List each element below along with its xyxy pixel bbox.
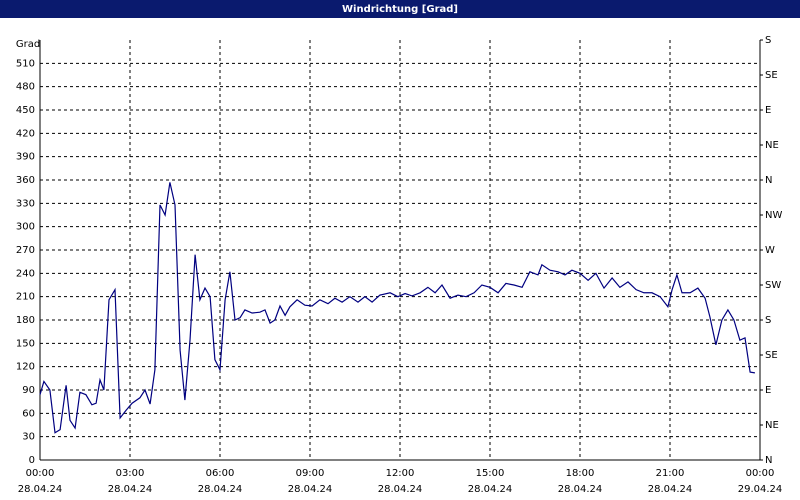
- x-tick-date: 28.04.24: [288, 484, 333, 495]
- y-tick-label: 210: [16, 292, 35, 303]
- y2-tick-label: SW: [765, 280, 781, 291]
- y2-tick-label: E: [765, 105, 771, 116]
- x-tick-label: 09:00: [296, 468, 325, 479]
- y2-tick-label: NE: [765, 420, 779, 431]
- y-tick-label: 420: [16, 128, 35, 139]
- y-tick-label: 150: [16, 338, 35, 349]
- y2-tick-label: E: [765, 385, 771, 396]
- y-tick-label: 480: [16, 82, 35, 93]
- y-tick-label: 390: [16, 152, 35, 163]
- x-tick-date: 29.04.24: [738, 484, 783, 495]
- x-tick-date: 28.04.24: [648, 484, 693, 495]
- title-bar: [0, 0, 800, 18]
- y2-tick-label: S: [765, 315, 771, 326]
- y2-tick-label: NW: [765, 210, 782, 221]
- y-tick-label: 30: [22, 432, 35, 443]
- x-tick-date: 28.04.24: [378, 484, 423, 495]
- y-tick-label: 60: [22, 408, 35, 419]
- x-tick-date: 28.04.24: [18, 484, 63, 495]
- x-tick-label: 15:00: [476, 468, 505, 479]
- y-tick-label: 90: [22, 385, 35, 396]
- y2-tick-label: W: [765, 245, 775, 256]
- x-tick-date: 28.04.24: [558, 484, 603, 495]
- x-tick-label: 18:00: [566, 468, 595, 479]
- x-tick-label: 00:00: [26, 468, 55, 479]
- data-line: [39, 182, 755, 434]
- y2-tick-label: N: [765, 455, 772, 466]
- y-tick-label: 240: [16, 268, 35, 279]
- y-tick-label: 120: [16, 362, 35, 373]
- y2-tick-label: NE: [765, 140, 779, 151]
- x-tick-label: 12:00: [386, 468, 415, 479]
- x-tick-label: 03:00: [116, 468, 145, 479]
- y-tick-label: 0: [29, 455, 35, 466]
- x-tick-date: 28.04.24: [198, 484, 243, 495]
- y2-tick-label: SE: [765, 70, 778, 81]
- x-tick-label: 06:00: [206, 468, 235, 479]
- y-tick-label: 300: [16, 222, 35, 233]
- y-tick-label: 510: [16, 58, 35, 69]
- y-tick-label: 360: [16, 175, 35, 186]
- x-tick-date: 28.04.24: [108, 484, 153, 495]
- y-tick-label: 180: [16, 315, 35, 326]
- y2-tick-label: S: [765, 35, 771, 46]
- y-tick-label: 330: [16, 198, 35, 209]
- y-axis-label: Grad: [16, 39, 40, 50]
- y2-tick-label: N: [765, 175, 772, 186]
- y2-tick-label: SE: [765, 350, 778, 361]
- x-tick-date: 28.04.24: [468, 484, 513, 495]
- y-tick-label: 450: [16, 105, 35, 116]
- y-tick-label: 270: [16, 245, 35, 256]
- chart-title: Windrichtung [Grad]: [342, 4, 458, 15]
- x-tick-label: 00:00: [746, 468, 775, 479]
- x-tick-label: 21:00: [656, 468, 685, 479]
